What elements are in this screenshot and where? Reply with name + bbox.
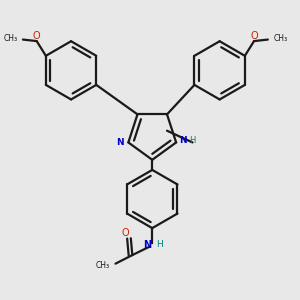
Text: CH₃: CH₃ [3,34,17,43]
Text: H: H [157,241,163,250]
Text: CH₃: CH₃ [96,261,110,270]
Text: H: H [189,136,195,146]
Text: N: N [179,136,187,146]
Text: O: O [33,31,40,40]
Text: N: N [143,240,151,250]
Text: O: O [250,31,258,40]
Text: O: O [122,228,129,238]
Text: N: N [116,138,124,147]
Text: CH₃: CH₃ [273,34,287,43]
